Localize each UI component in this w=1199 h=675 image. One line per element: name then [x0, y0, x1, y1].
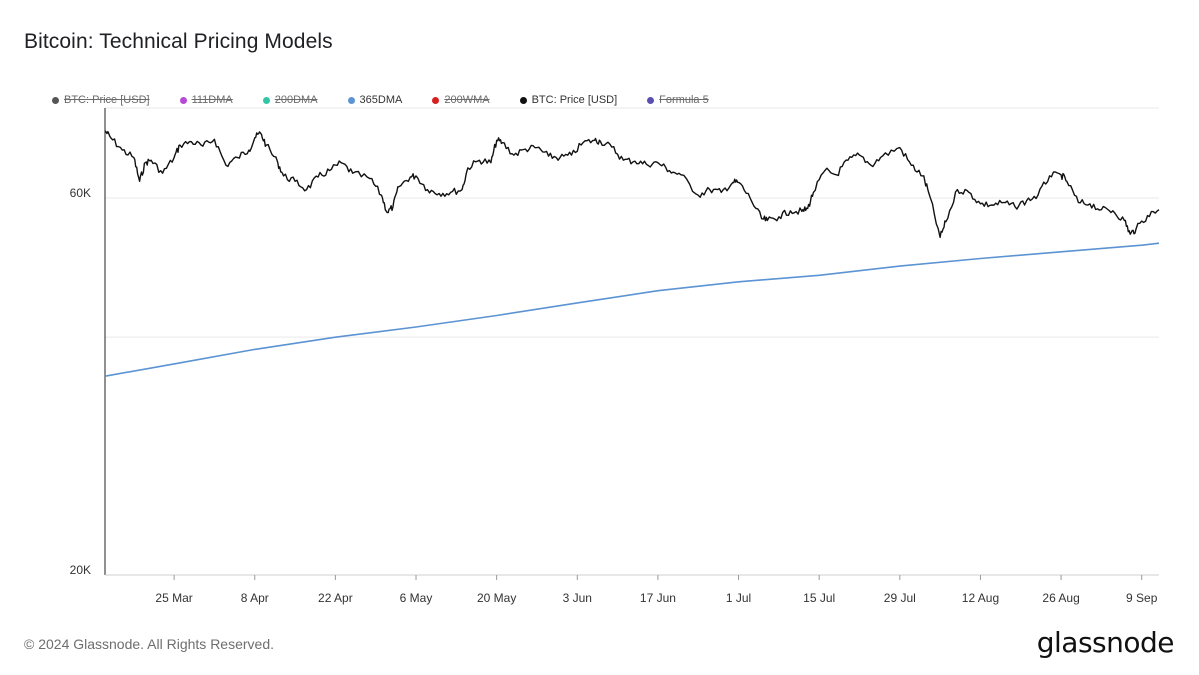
x-tick-label: 3 Jun: [563, 591, 592, 605]
legend-item-1[interactable]: 111DMA: [179, 94, 233, 106]
legend-item-3[interactable]: 365DMA: [347, 94, 403, 106]
legend-label: 200DMA: [274, 94, 318, 106]
legend-marker-icon: [347, 96, 355, 104]
legend-item-2[interactable]: 200DMA: [262, 94, 318, 106]
legend-label: 365DMA: [359, 94, 403, 106]
x-tick-label: 15 Jul: [803, 591, 835, 605]
grid-lines: [105, 107, 1159, 576]
tick-labels: 25 Mar 8 Apr 22 Apr 6 May 20 May 3 Jun 17 Jun 1…: [70, 186, 1158, 605]
x-tick-label: 6 May: [400, 591, 433, 605]
legend-label: BTC: Price [USD]: [531, 94, 618, 106]
series-line-btc-price: [104, 130, 1160, 239]
legend-label: Formula 5: [659, 94, 709, 106]
series-line-365dma: [104, 242, 1160, 377]
axes: [104, 108, 1159, 576]
legend-marker-icon: [179, 96, 187, 104]
legend-marker-icon: [262, 96, 270, 104]
x-tick-label: 26 Aug: [1042, 591, 1079, 605]
x-tick-label: 20 May: [477, 591, 516, 605]
x-tick-label: 17 Jun: [640, 591, 676, 605]
legend-label: 111DMA: [191, 94, 233, 106]
legend-item-5[interactable]: BTC: Price [USD]: [519, 94, 618, 106]
x-tick-label: 9 Sep: [1126, 591, 1158, 605]
x-tick-label: 12 Aug: [962, 591, 999, 605]
copyright-footer: © 2024 Glassnode. All Rights Reserved.: [24, 636, 275, 652]
glassnode-logo: glassnode: [1036, 626, 1175, 659]
chart-legend: BTC: Price [USD] 111DMA 200DMA 365DMA 200WMA…: [52, 92, 739, 108]
series-lines: [104, 130, 1160, 377]
legend-label: BTC: Price [USD]: [64, 94, 150, 106]
x-tick-label: 29 Jul: [884, 591, 916, 605]
legend-marker-icon: [432, 96, 440, 104]
y-tick-label: 60K: [70, 186, 91, 200]
x-tick-label: 25 Mar: [155, 591, 192, 605]
chart-plot: 25 Mar 8 Apr 22 Apr 6 May 20 May 3 Jun 17 Jun 1…: [70, 107, 1160, 605]
legend-item-0[interactable]: BTC: Price [USD]: [52, 94, 150, 106]
legend-marker-icon: [519, 96, 527, 104]
legend-item-6[interactable]: Formula 5: [647, 94, 709, 106]
legend-marker-icon: [647, 96, 655, 104]
x-tick-label: 8 Apr: [241, 591, 269, 605]
legend-marker-icon: [52, 96, 59, 104]
x-tick-label: 22 Apr: [318, 591, 353, 605]
chart-title: Bitcoin: Technical Pricing Models: [24, 30, 333, 53]
x-tick-label: 1 Jul: [726, 591, 751, 605]
legend-label: 200WMA: [444, 94, 490, 106]
y-tick-label: 20K: [70, 563, 91, 577]
legend-item-4[interactable]: 200WMA: [432, 94, 490, 106]
